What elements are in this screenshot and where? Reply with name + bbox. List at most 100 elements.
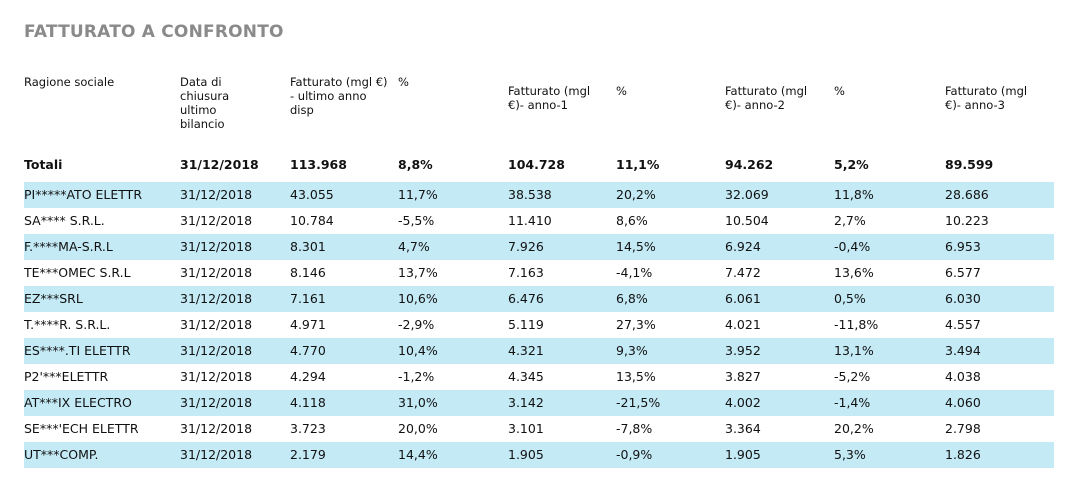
table-row: EZ***SRL 31/12/2018 7.161 10,6% 6.476 6,8% 6.0… (24, 286, 1054, 312)
fatturato-anno-1: 7.926 (508, 239, 544, 254)
pct-3: 0,5% (834, 291, 866, 306)
fatturato-anno-3: 3.494 (945, 343, 981, 358)
pct-2: -7,8% (616, 421, 653, 436)
page-title: FATTURATO A CONFRONTO (24, 22, 284, 42)
pct-3: 2,7% (834, 213, 866, 228)
pct-3: 13,6% (834, 265, 874, 280)
pct-2: 13,5% (616, 369, 656, 384)
closing-date: 31/12/2018 (180, 187, 253, 202)
pct-2: 9,3% (616, 343, 648, 358)
totals-fatturato-anno-3: 89.599 (945, 157, 994, 172)
fatturato-anno-2: 7.472 (725, 265, 761, 280)
fatturato-anno-3: 4.038 (945, 369, 981, 384)
pct-2: 14,5% (616, 239, 656, 254)
pct-2: -4,1% (616, 265, 653, 280)
pct-3: -1,4% (834, 395, 871, 410)
fatturato-anno-2: 1.905 (725, 447, 761, 462)
header-pct-1: % (398, 75, 409, 89)
pct-3: 11,8% (834, 187, 874, 202)
table-row: UT***COMP. 31/12/2018 2.179 14,4% 1.905 -0,9%… (24, 442, 1054, 468)
fatturato-anno-1: 3.101 (508, 421, 544, 436)
fatturato-ultimo: 3.723 (290, 421, 326, 436)
pct-3: 20,2% (834, 421, 874, 436)
pct-2: 27,3% (616, 317, 656, 332)
company-name: P2'***ELETTR (24, 369, 109, 384)
pct-1: 11,7% (398, 187, 438, 202)
fatturato-anno-1: 11.410 (508, 213, 552, 228)
company-name: ES****.TI ELETTR (24, 343, 131, 358)
fatturato-anno-3: 28.686 (945, 187, 989, 202)
pct-1: 4,7% (398, 239, 430, 254)
fatturato-anno-2: 10.504 (725, 213, 769, 228)
totals-date: 31/12/2018 (180, 157, 259, 172)
pct-1: 31,0% (398, 395, 438, 410)
closing-date: 31/12/2018 (180, 291, 253, 306)
fatturato-ultimo: 8.301 (290, 239, 326, 254)
header-fatturato-anno-3: Fatturato (mgl €)- anno-3 (945, 84, 1028, 112)
header-pct-3: % (834, 84, 845, 98)
closing-date: 31/12/2018 (180, 213, 253, 228)
pct-1: 10,6% (398, 291, 438, 306)
fatturato-ultimo: 43.055 (290, 187, 334, 202)
table-row: PI*****ATO ELETTR 31/12/2018 43.055 11,7% 38… (24, 182, 1054, 208)
pct-3: -5,2% (834, 369, 871, 384)
fatturato-anno-1: 6.476 (508, 291, 544, 306)
fatturato-anno-3: 6.953 (945, 239, 981, 254)
company-name: EZ***SRL (24, 291, 83, 306)
header-fatturato-ultimo: Fatturato (mgl €) - ultimo anno disp (290, 75, 388, 117)
closing-date: 31/12/2018 (180, 395, 253, 410)
closing-date: 31/12/2018 (180, 421, 253, 436)
fatturato-anno-3: 4.557 (945, 317, 981, 332)
totals-pct-1: 8,8% (398, 157, 433, 172)
company-name: UT***COMP. (24, 447, 99, 462)
company-name: T.****R. S.R.L. (24, 317, 111, 332)
fatturato-anno-3: 4.060 (945, 395, 981, 410)
fatturato-anno-1: 5.119 (508, 317, 544, 332)
fatturato-ultimo: 10.784 (290, 213, 334, 228)
fatturato-anno-2: 4.021 (725, 317, 761, 332)
fatturato-anno-3: 10.223 (945, 213, 989, 228)
company-name: SE***'ECH ELETTR (24, 421, 139, 436)
closing-date: 31/12/2018 (180, 239, 253, 254)
fatturato-anno-2: 4.002 (725, 395, 761, 410)
table-row: TE***OMEC S.R.L 31/12/2018 8.146 13,7% 7.163… (24, 260, 1054, 286)
fatturato-anno-2: 3.952 (725, 343, 761, 358)
pct-2: 8,6% (616, 213, 648, 228)
table-row: T.****R. S.R.L. 31/12/2018 4.971 -2,9% 5.119… (24, 312, 1054, 338)
table-row: SA**** S.R.L. 31/12/2018 10.784 -5,5% 11.410… (24, 208, 1054, 234)
totals-fatturato-anno-1: 104.728 (508, 157, 565, 172)
totals-fatturato-anno-2: 94.262 (725, 157, 774, 172)
fatturato-ultimo: 2.179 (290, 447, 326, 462)
header-fatturato-anno-2: Fatturato (mgl €)- anno-2 (725, 84, 808, 112)
fatturato-anno-2: 32.069 (725, 187, 769, 202)
fatturato-anno-1: 7.163 (508, 265, 544, 280)
fatturato-ultimo: 4.294 (290, 369, 326, 384)
totals-row: Totali 31/12/2018 113.968 8,8% 104.728 1… (0, 157, 1080, 175)
fatturato-anno-1: 3.142 (508, 395, 544, 410)
table-row: ES****.TI ELETTR 31/12/2018 4.770 10,4% 4.32… (24, 338, 1054, 364)
closing-date: 31/12/2018 (180, 447, 253, 462)
fatturato-anno-2: 3.364 (725, 421, 761, 436)
company-name: F.****MA-S.R.L (24, 239, 113, 254)
pct-3: -11,8% (834, 317, 879, 332)
pct-2: -21,5% (616, 395, 661, 410)
totals-pct-2: 11,1% (616, 157, 660, 172)
closing-date: 31/12/2018 (180, 343, 253, 358)
company-table-body: PI*****ATO ELETTR 31/12/2018 43.055 11,7% 38… (24, 182, 1054, 468)
fatturato-ultimo: 4.118 (290, 395, 326, 410)
pct-3: -0,4% (834, 239, 871, 254)
company-name: TE***OMEC S.R.L (24, 265, 131, 280)
fatturato-ultimo: 4.971 (290, 317, 326, 332)
header-data-chiusura: Data di chiusura ultimo bilancio (180, 75, 230, 131)
pct-1: 13,7% (398, 265, 438, 280)
company-name: SA**** S.R.L. (24, 213, 105, 228)
fatturato-anno-3: 6.577 (945, 265, 981, 280)
totals-fatturato-ultimo: 113.968 (290, 157, 347, 172)
fatturato-anno-2: 6.061 (725, 291, 761, 306)
closing-date: 31/12/2018 (180, 317, 253, 332)
pct-3: 5,3% (834, 447, 866, 462)
fatturato-anno-1: 1.905 (508, 447, 544, 462)
pct-2: -0,9% (616, 447, 653, 462)
table-row: P2'***ELETTR 31/12/2018 4.294 -1,2% 4.345 13,… (24, 364, 1054, 390)
fatturato-anno-2: 3.827 (725, 369, 761, 384)
